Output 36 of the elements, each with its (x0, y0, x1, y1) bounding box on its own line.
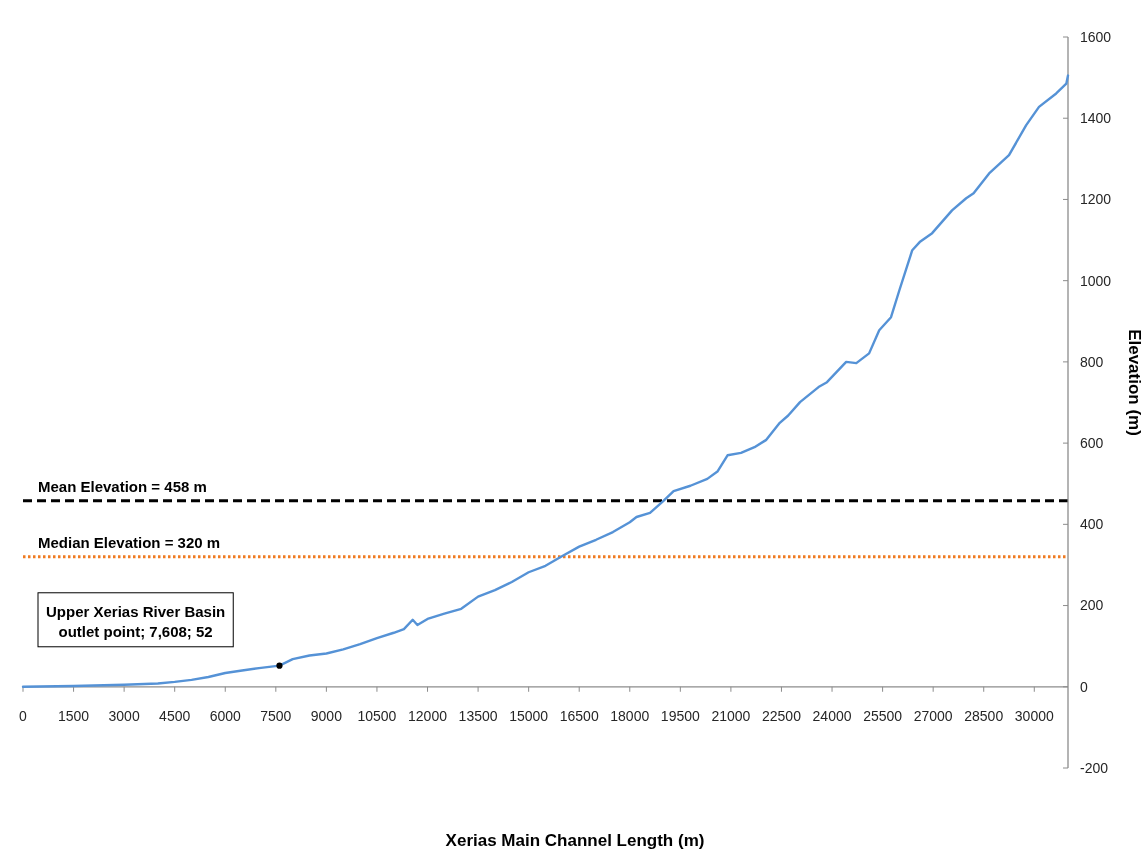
y-tick-label: 0 (1080, 678, 1088, 695)
x-tick-label: 22500 (762, 707, 802, 724)
x-tick-label: 9000 (310, 707, 343, 724)
x-tick-label: 12000 (408, 707, 448, 724)
y-tick-label: 1600 (1080, 28, 1112, 45)
x-tick-label: 30000 (1014, 707, 1054, 724)
ref-line-label: Median Elevation = 320 m (38, 533, 221, 551)
annotation: Upper Xerias River Basin outlet point; 7,608; 52 (46, 602, 226, 640)
x-tick-label: 19500 (660, 707, 701, 724)
x-tick-label: 6000 (209, 707, 242, 724)
x-tick-label: 27000 (913, 707, 953, 724)
y-tick-label: 1200 (1080, 191, 1112, 208)
y-tick-label: 400 (1080, 516, 1104, 533)
x-tick-label: 13500 (458, 707, 498, 724)
x-tick-label: 28500 (964, 707, 1004, 724)
y-tick-label: 200 (1080, 597, 1104, 614)
y-tick-label: -200 (1080, 759, 1109, 776)
x-tick-label: 16500 (559, 707, 599, 724)
x-tick-label: 3000 (108, 707, 140, 724)
x-tick-label: 15000 (509, 707, 549, 724)
x-tick-label: 24000 (812, 707, 852, 724)
ref-line-label: Mean Elevation = 458 m (38, 477, 207, 495)
x-tick-label: 7500 (260, 707, 292, 724)
x-tick-label: 0 (19, 707, 28, 724)
x-tick-label: 21000 (711, 707, 751, 724)
x-tick-label: 25500 (863, 707, 903, 724)
y-tick-label: 1400 (1080, 110, 1112, 127)
y-tick-label: 1000 (1080, 272, 1112, 289)
x-tick-label: 18000 (610, 707, 650, 724)
x-axis-title: Xerias Main Channel Length (m) (445, 831, 705, 850)
x-tick-label: 4500 (159, 707, 191, 724)
y-tick-label: 800 (1080, 353, 1104, 370)
y-axis-title: Elevation (m) (1125, 329, 1144, 436)
x-tick-label: 10500 (357, 707, 397, 724)
x-tick-label: 1500 (57, 707, 90, 724)
y-tick-label: 600 (1080, 435, 1104, 452)
